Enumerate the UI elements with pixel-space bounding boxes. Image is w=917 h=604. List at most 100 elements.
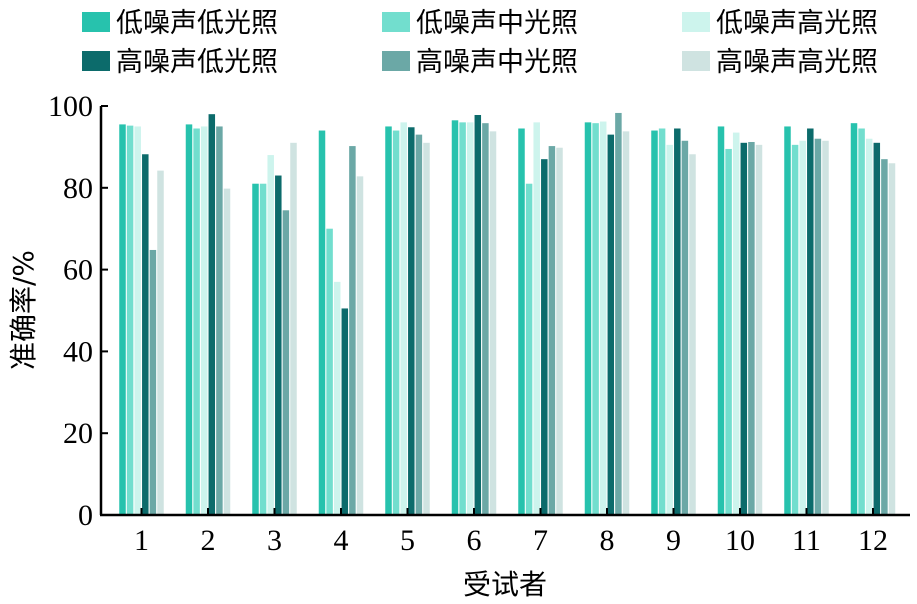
bar-7-series-3 <box>533 122 540 516</box>
legend-label: 高噪声低光照 <box>116 47 278 78</box>
bar-2-series-3 <box>200 126 208 515</box>
x-tick-label: 9 <box>666 524 681 557</box>
bar-10-series-4 <box>740 142 748 515</box>
bar-12-series-3 <box>865 138 873 515</box>
x-tick-label: 4 <box>334 524 349 557</box>
bar-5-series-3 <box>400 122 407 516</box>
legend-label: 低噪声低光照 <box>116 8 278 39</box>
x-tick-label: 12 <box>858 524 888 557</box>
bar-4-series-4 <box>341 308 349 515</box>
bar-11-series-4 <box>807 128 814 515</box>
x-tick-label: 8 <box>600 524 615 557</box>
bar-7-series-5 <box>548 146 556 515</box>
y-axis-title: 准确率/% <box>7 250 40 370</box>
legend-label: 高噪声中光照 <box>416 47 578 78</box>
bar-10-series-1 <box>717 126 725 515</box>
y-ticks: 0 20 40 60 80 100 <box>48 90 108 532</box>
legend-swatch <box>82 12 110 32</box>
x-tick-label: 7 <box>533 524 548 557</box>
axes <box>99 106 910 517</box>
legend-swatch <box>382 51 410 71</box>
bar-5-series-5 <box>415 134 423 515</box>
bar-4-series-2 <box>326 228 333 515</box>
y-tick-label: 0 <box>78 499 93 532</box>
bar-12-series-4 <box>873 142 881 515</box>
y-tick-label: 60 <box>63 254 93 287</box>
y-tick-label: 40 <box>63 335 93 368</box>
x-tick-label: 6 <box>467 524 482 557</box>
bar-6-series-5 <box>482 123 489 515</box>
bar-2-series-6 <box>223 188 231 516</box>
bar-6-series-6 <box>489 131 497 515</box>
bar-6-series-3 <box>466 122 474 516</box>
legend-label: 低噪声高光照 <box>716 8 878 39</box>
bar-6-series-2 <box>459 122 466 516</box>
bar-10-series-6 <box>755 144 763 516</box>
legend-swatch <box>682 51 710 71</box>
bar-11-series-5 <box>814 138 822 515</box>
legend-label: 低噪声中光照 <box>416 8 578 39</box>
bar-8-series-3 <box>599 121 607 516</box>
bar-11-series-3 <box>799 140 806 515</box>
bar-3-series-6 <box>290 142 297 515</box>
bar-2-series-1 <box>185 124 193 515</box>
x-ticks: 1 2 3 4 5 6 7 8 9 10 11 12 <box>134 508 888 557</box>
bar-4-series-1 <box>318 130 326 516</box>
bar-8-series-2 <box>592 123 599 515</box>
bar-9-series-2 <box>658 128 666 515</box>
bar-9-series-3 <box>666 144 673 516</box>
bar-2-series-2 <box>193 128 200 515</box>
bar-3-series-2 <box>259 183 267 515</box>
bar-4-series-6 <box>356 176 364 515</box>
x-tick-label: 3 <box>267 524 282 557</box>
legend-label: 高噪声高光照 <box>716 47 878 78</box>
x-tick-label: 10 <box>725 524 755 557</box>
bar-1-series-5 <box>149 249 157 515</box>
bar-3-series-1 <box>252 183 259 515</box>
bar-8-series-4 <box>607 134 615 515</box>
bar-12-series-5 <box>881 159 888 516</box>
bar-9-series-1 <box>651 130 658 516</box>
x-axis-title: 受试者 <box>463 568 547 601</box>
bar-2-series-4 <box>208 114 216 516</box>
bar-4-series-5 <box>349 146 356 515</box>
bar-7-series-1 <box>518 128 525 515</box>
bar-11-series-6 <box>822 140 829 515</box>
legend-swatch <box>682 12 710 32</box>
bar-12-series-1 <box>850 123 858 515</box>
bar-7-series-4 <box>541 159 548 516</box>
bar-5-series-2 <box>392 130 400 516</box>
y-tick-label: 20 <box>63 417 93 450</box>
bar-1-series-2 <box>126 125 134 516</box>
bars <box>119 112 896 516</box>
bar-1-series-4 <box>142 154 149 515</box>
bar-1-series-1 <box>119 124 126 515</box>
bar-1-series-3 <box>134 126 141 515</box>
bar-2-series-5 <box>216 126 223 515</box>
bar-6-series-4 <box>474 114 482 516</box>
legend-swatch <box>382 12 410 32</box>
bar-8-series-5 <box>615 112 622 515</box>
bar-10-series-5 <box>748 141 755 515</box>
bar-9-series-6 <box>689 154 696 515</box>
bar-4-series-3 <box>333 281 341 515</box>
bar-9-series-4 <box>674 128 681 515</box>
bar-3-series-4 <box>275 175 282 515</box>
bar-1-series-6 <box>157 170 164 515</box>
bar-11-series-2 <box>791 144 799 516</box>
bar-8-series-6 <box>622 131 630 515</box>
bar-10-series-3 <box>732 132 740 515</box>
bar-12-series-6 <box>888 163 896 515</box>
bar-5-series-4 <box>408 127 415 515</box>
bar-12-series-2 <box>858 128 865 515</box>
y-tick-label: 80 <box>63 172 93 205</box>
bar-5-series-1 <box>385 126 392 515</box>
bar-5-series-6 <box>423 142 430 515</box>
bar-11-series-1 <box>784 126 791 515</box>
bar-9-series-5 <box>681 140 689 515</box>
y-tick-label: 100 <box>48 90 93 123</box>
x-tick-label: 1 <box>134 524 149 557</box>
bar-3-series-3 <box>267 155 274 515</box>
